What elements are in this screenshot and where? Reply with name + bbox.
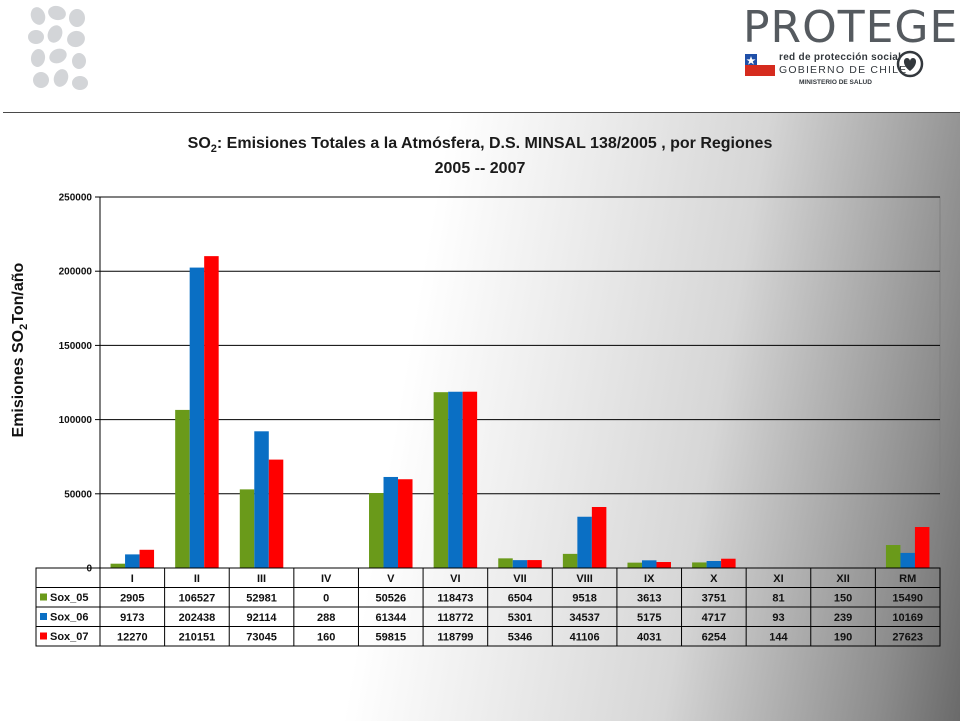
data-label: 34537 [569, 612, 600, 624]
category-label: IV [321, 573, 332, 585]
data-label: 202438 [179, 612, 216, 624]
legend-label-sox_07: Sox_07 [50, 631, 89, 643]
bar-sox_06-viii [577, 517, 592, 568]
data-label: 6504 [508, 593, 533, 605]
data-label: 5175 [637, 612, 661, 624]
bar-sox_06-x [707, 561, 722, 568]
data-label: 59815 [375, 632, 406, 644]
category-label: X [710, 573, 718, 585]
data-label: 9518 [572, 593, 596, 605]
bar-sox_05-ix [627, 563, 642, 568]
bar-sox_05-vi [434, 392, 449, 568]
bar-sox_07-x [721, 559, 736, 568]
legend-swatch-sox_07 [40, 633, 47, 640]
data-label: 118772 [437, 612, 473, 624]
category-label: IX [644, 573, 655, 585]
category-label: II [194, 573, 200, 585]
data-label: 93 [772, 612, 784, 624]
bar-sox_05-rm [886, 545, 901, 568]
data-label: 12270 [117, 632, 148, 644]
data-label: 118473 [437, 593, 473, 605]
bar-sox_07-ix [656, 562, 671, 568]
bar-sox_06-iii [254, 431, 268, 568]
data-label: 144 [769, 632, 788, 644]
bar-sox_06-v [384, 477, 399, 568]
category-label: VI [450, 573, 460, 585]
y-tick-label: 0 [86, 564, 92, 575]
data-label: 210151 [179, 632, 216, 644]
data-label: 50526 [375, 593, 406, 605]
data-label: 6254 [702, 632, 727, 644]
data-label: 27623 [892, 632, 923, 644]
data-label: 160 [317, 632, 335, 644]
category-label: V [387, 573, 395, 585]
bar-sox_06-ii [190, 268, 205, 568]
data-label: 73045 [246, 632, 277, 644]
y-tick-label: 50000 [64, 489, 92, 500]
bar-sox_07-ii [204, 256, 219, 568]
data-label: 3751 [702, 593, 726, 605]
y-tick-label: 200000 [59, 267, 93, 278]
y-tick-label: 100000 [59, 415, 93, 426]
legend-swatch-sox_05 [40, 594, 47, 601]
data-label: 2905 [120, 593, 144, 605]
bar-sox_05-i [111, 564, 126, 568]
data-label: 4717 [702, 612, 726, 624]
bar-sox_06-vi [448, 392, 463, 568]
y-tick-label: 150000 [59, 341, 93, 352]
category-label: RM [899, 573, 916, 585]
bar-sox_07-vii [527, 560, 542, 568]
category-label: XI [773, 573, 783, 585]
data-label: 0 [323, 593, 329, 605]
data-label: 288 [317, 612, 335, 624]
data-label: 190 [834, 632, 852, 644]
bar-sox_06-i [125, 554, 140, 568]
bar-sox_07-v [398, 479, 413, 568]
data-label: 81 [772, 593, 784, 605]
data-label: 118799 [437, 632, 473, 644]
category-label: VII [513, 573, 526, 585]
bar-sox_05-vii [498, 558, 513, 568]
data-label: 239 [834, 612, 852, 624]
bar-sox_06-vii [513, 560, 528, 568]
data-label: 5301 [508, 612, 532, 624]
data-label: 150 [834, 593, 852, 605]
bar-sox_07-i [140, 550, 155, 568]
data-label: 4031 [637, 632, 661, 644]
data-label: 106527 [179, 593, 216, 605]
data-label: 92114 [247, 612, 278, 624]
bar-sox_05-ii [175, 410, 190, 568]
bar-sox_06-rm [900, 553, 915, 568]
bar-sox_06-ix [642, 560, 657, 568]
bar-sox_07-rm [915, 527, 930, 568]
bar-sox_07-iii [269, 460, 284, 568]
bar-sox_05-iii [240, 489, 255, 568]
bar-sox_05-viii [563, 554, 578, 568]
bar-sox_05-v [369, 493, 384, 568]
data-label: 15490 [892, 593, 923, 605]
data-label: 41106 [570, 632, 600, 644]
plot-area [100, 197, 940, 568]
legend-swatch-sox_06 [40, 613, 47, 620]
data-label: 9173 [120, 612, 144, 624]
bar-sox_07-vi [463, 392, 478, 568]
category-label: XII [836, 573, 849, 585]
legend-label-sox_05: Sox_05 [50, 592, 89, 604]
category-label: VIII [576, 573, 593, 585]
data-label: 52981 [246, 593, 277, 605]
data-label: 3613 [637, 593, 661, 605]
category-label: I [131, 573, 134, 585]
data-label: 5346 [508, 632, 532, 644]
legend-label-sox_06: Sox_06 [50, 612, 89, 624]
bar-sox_05-x [692, 562, 707, 568]
category-label: III [257, 573, 266, 585]
y-tick-label: 250000 [59, 193, 93, 204]
data-label: 10169 [892, 612, 923, 624]
bar-sox_07-viii [592, 507, 607, 568]
data-label: 61344 [375, 612, 406, 624]
